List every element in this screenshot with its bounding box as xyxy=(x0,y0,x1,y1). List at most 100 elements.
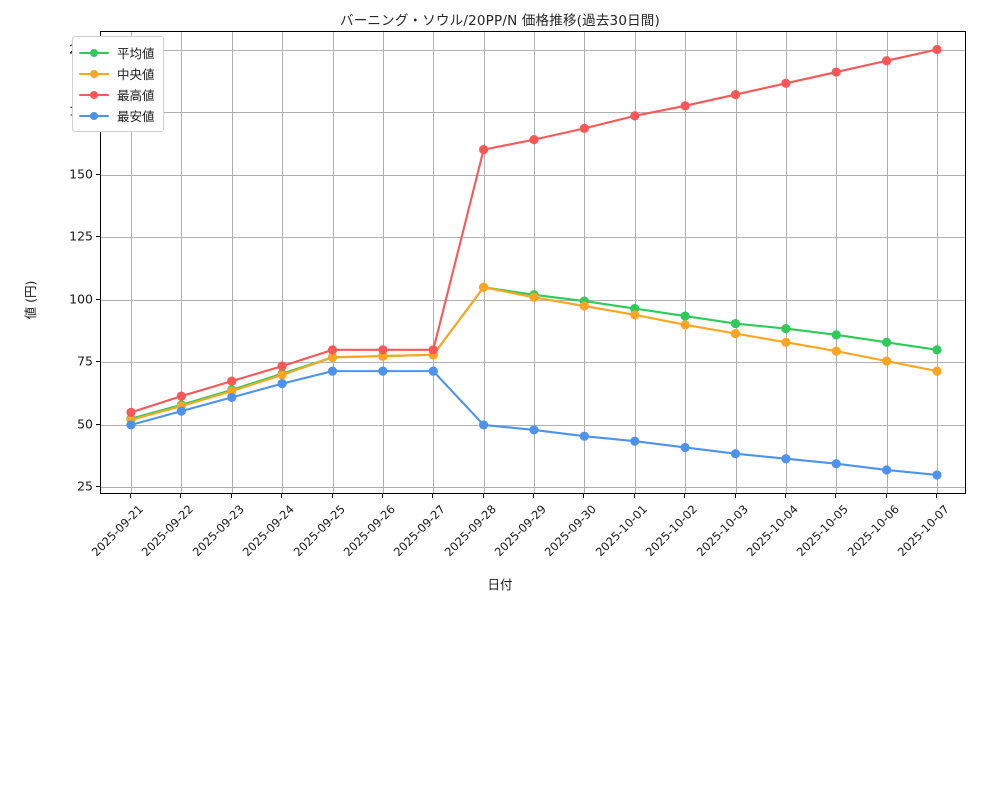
data-point xyxy=(428,345,438,355)
chart-title: バーニング・ソウル/20PP/N 価格推移(過去30日間) xyxy=(340,13,660,29)
gridline-vertical xyxy=(231,32,233,493)
gridline-vertical xyxy=(332,32,334,493)
data-point xyxy=(730,449,741,459)
x-axis-tick-mark xyxy=(331,494,333,498)
legend-item-0: 平均値 xyxy=(79,42,155,63)
series-layer xyxy=(126,44,942,480)
gridline-horizontal xyxy=(101,487,965,489)
data-point xyxy=(176,406,186,416)
data-point xyxy=(730,89,741,100)
data-point xyxy=(579,123,589,133)
data-point xyxy=(882,337,892,347)
legend-label: 平均値 xyxy=(117,46,155,61)
gridline-vertical xyxy=(886,32,888,493)
data-point xyxy=(781,454,791,464)
legend-label: 最高値 xyxy=(117,88,155,103)
x-axis-tick-mark xyxy=(583,494,585,498)
gridline-vertical xyxy=(685,32,687,493)
x-axis-tick-mark xyxy=(533,494,534,498)
y-axis-tick-mark xyxy=(96,236,100,238)
data-point xyxy=(227,392,237,402)
x-axis-tick-mark xyxy=(230,494,232,498)
data-point xyxy=(781,337,791,347)
data-point xyxy=(882,356,892,366)
gridline-vertical xyxy=(181,32,183,493)
series-1 xyxy=(126,282,942,425)
legend-item-2: 最高値 xyxy=(79,84,155,105)
gridline-vertical xyxy=(282,32,284,493)
gridline-vertical xyxy=(584,32,586,493)
data-point xyxy=(378,345,388,355)
data-point xyxy=(277,361,287,371)
series-line xyxy=(129,48,939,414)
x-axis-tick-mark xyxy=(432,494,434,498)
plot-area xyxy=(100,31,966,494)
data-point xyxy=(176,391,186,401)
y-axis-tick-label: 100 xyxy=(69,291,93,307)
x-axis-tick-mark xyxy=(936,494,937,498)
chart-figure: バーニング・ソウル/20PP/N 価格推移(過去30日間) 値 (円) 日付 2… xyxy=(23,13,966,592)
data-point xyxy=(882,56,892,66)
data-point xyxy=(680,320,690,330)
x-axis-tick-label: 2025-09-21 xyxy=(88,502,146,560)
gridline-horizontal xyxy=(101,237,965,239)
data-point xyxy=(831,67,841,77)
gridline-vertical xyxy=(937,32,938,493)
data-point xyxy=(479,420,489,430)
gridline-horizontal xyxy=(101,174,965,176)
gridline-vertical xyxy=(785,32,787,493)
data-point xyxy=(730,318,741,329)
data-point xyxy=(378,366,388,376)
data-point xyxy=(932,44,942,55)
data-point xyxy=(730,328,741,339)
data-point xyxy=(126,420,136,430)
data-point xyxy=(529,292,539,302)
data-point xyxy=(227,376,237,386)
legend-label: 最安値 xyxy=(117,109,155,124)
data-point xyxy=(327,345,338,355)
gridline-vertical xyxy=(735,32,737,493)
gridline-vertical xyxy=(433,32,435,493)
data-point xyxy=(932,345,942,355)
legend-swatch-icon xyxy=(79,110,109,122)
legend-label: 中央値 xyxy=(117,67,155,82)
gridline-horizontal xyxy=(101,112,965,114)
data-point xyxy=(781,78,791,88)
data-point xyxy=(529,135,539,145)
data-point xyxy=(479,282,489,292)
data-point xyxy=(327,366,338,376)
series-line xyxy=(129,286,939,420)
y-axis-tick-mark xyxy=(96,173,100,175)
y-axis-tick-label: 50 xyxy=(77,416,93,432)
x-axis-tick-mark xyxy=(281,494,283,498)
y-axis-tick-mark xyxy=(96,486,100,488)
series-2 xyxy=(126,44,942,418)
x-axis-label: 日付 xyxy=(487,577,513,592)
gridline-horizontal xyxy=(101,362,965,364)
data-point xyxy=(277,370,287,380)
gridline-vertical xyxy=(836,32,838,493)
x-axis-tick-mark xyxy=(482,494,484,498)
x-axis-tick-mark xyxy=(180,494,182,498)
gridline-vertical xyxy=(131,32,132,493)
gridline-vertical xyxy=(634,32,636,493)
data-point xyxy=(630,310,640,320)
x-axis-tick-mark xyxy=(885,494,887,498)
data-point xyxy=(680,101,690,111)
series-line xyxy=(129,286,939,421)
data-point xyxy=(529,425,539,435)
data-point xyxy=(327,352,338,362)
x-axis-tick-mark xyxy=(381,494,383,498)
gridline-vertical xyxy=(382,32,384,493)
data-point xyxy=(630,436,640,446)
y-axis-tick-mark xyxy=(96,298,100,300)
legend-swatch-icon xyxy=(79,47,109,59)
x-axis-tick-mark xyxy=(684,494,686,498)
data-point xyxy=(680,442,690,453)
data-point xyxy=(831,330,841,340)
legend-swatch-icon xyxy=(79,68,109,80)
legend-swatch-icon xyxy=(79,89,109,101)
x-axis-tick-mark xyxy=(734,494,736,498)
data-point xyxy=(932,366,942,376)
gridline-horizontal xyxy=(101,49,965,51)
